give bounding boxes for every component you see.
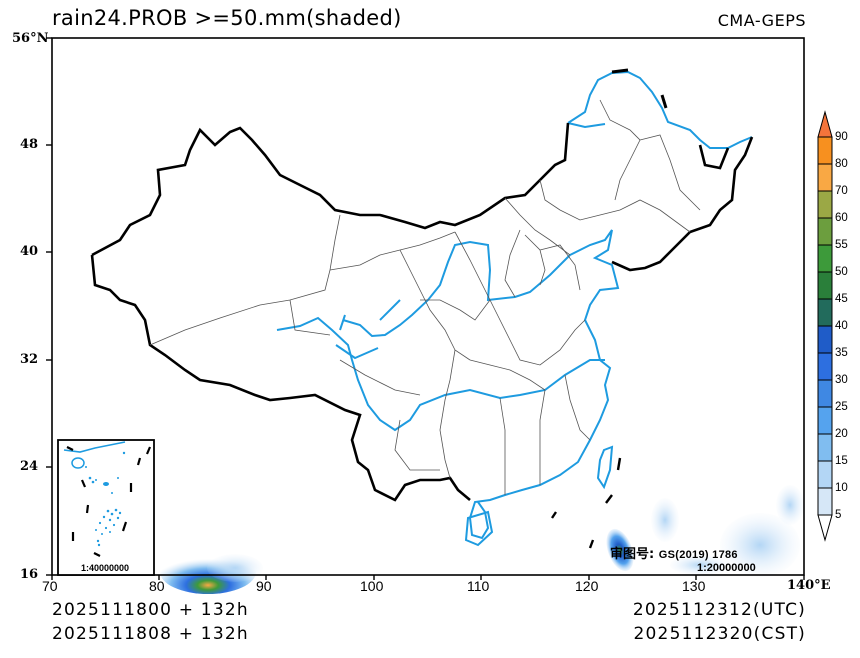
x-tick-110: 110 <box>467 578 490 594</box>
colorbar-label-20: 20 <box>835 428 848 440</box>
colorbar-label-10: 10 <box>835 482 848 494</box>
colorbar-label-5: 5 <box>835 509 842 521</box>
y-tick-16: 16 <box>20 567 39 582</box>
approval-code: GS(2019) 1786 <box>658 549 738 561</box>
colorbar-label-70: 70 <box>835 185 848 197</box>
init-time-utc: 2025111800 + 132h <box>52 600 249 620</box>
plot-frame <box>51 37 805 576</box>
x-tick-120: 120 <box>575 578 599 594</box>
init-time-cst: 2025111808 + 132h <box>52 624 249 644</box>
colorbar-label-35: 35 <box>835 347 848 359</box>
colorbar-label-40: 40 <box>835 320 848 332</box>
x-tick-130: 130 <box>682 578 706 594</box>
colorbar-label-55: 55 <box>835 239 848 251</box>
valid-time-utc: 2025112312(UTC) <box>632 600 806 620</box>
colorbar-label-90: 90 <box>835 131 848 143</box>
inset-south-china-sea <box>57 439 155 576</box>
y-tick-32: 32 <box>20 352 39 367</box>
probability-shading <box>160 485 804 594</box>
colorbar-label-80: 80 <box>835 158 848 170</box>
colorbar-label-45: 45 <box>835 293 848 305</box>
national-border <box>90 68 754 502</box>
colorbar-label-60: 60 <box>835 212 848 224</box>
colorbar-label-25: 25 <box>835 401 848 413</box>
axis-ticks <box>46 37 805 580</box>
y-tick-48: 48 <box>20 137 39 152</box>
province-borders <box>149 99 701 495</box>
x-tick-70: 70 <box>42 578 58 594</box>
x-tick-100: 100 <box>360 578 384 594</box>
main-map-scale: 1:20000000 <box>697 562 756 574</box>
x-tick-90: 90 <box>256 578 272 594</box>
map-approval-number: 审图号: GS(2019) 1786 <box>610 543 738 562</box>
inset-map-scale: 1:40000000 <box>81 563 130 573</box>
colorbar-label-50: 50 <box>835 266 848 278</box>
y-tick-24: 24 <box>20 459 39 474</box>
y-tick-56: 56°N <box>12 31 49 46</box>
x-tick-80: 80 <box>149 578 165 594</box>
colorbar <box>817 110 833 542</box>
chart-title: rain24.PROB >=50.mm(shaded) <box>52 6 402 30</box>
approval-label: 审图号: <box>610 547 655 562</box>
x-tick-140: 140°E <box>787 578 831 593</box>
rivers-coastline <box>276 70 753 547</box>
y-tick-40: 40 <box>20 244 39 259</box>
model-source: CMA-GEPS <box>717 11 806 30</box>
colorbar-label-15: 15 <box>835 455 848 467</box>
dash-line <box>551 457 622 549</box>
valid-time-cst: 2025112320(CST) <box>633 624 806 644</box>
colorbar-label-30: 30 <box>835 374 848 386</box>
